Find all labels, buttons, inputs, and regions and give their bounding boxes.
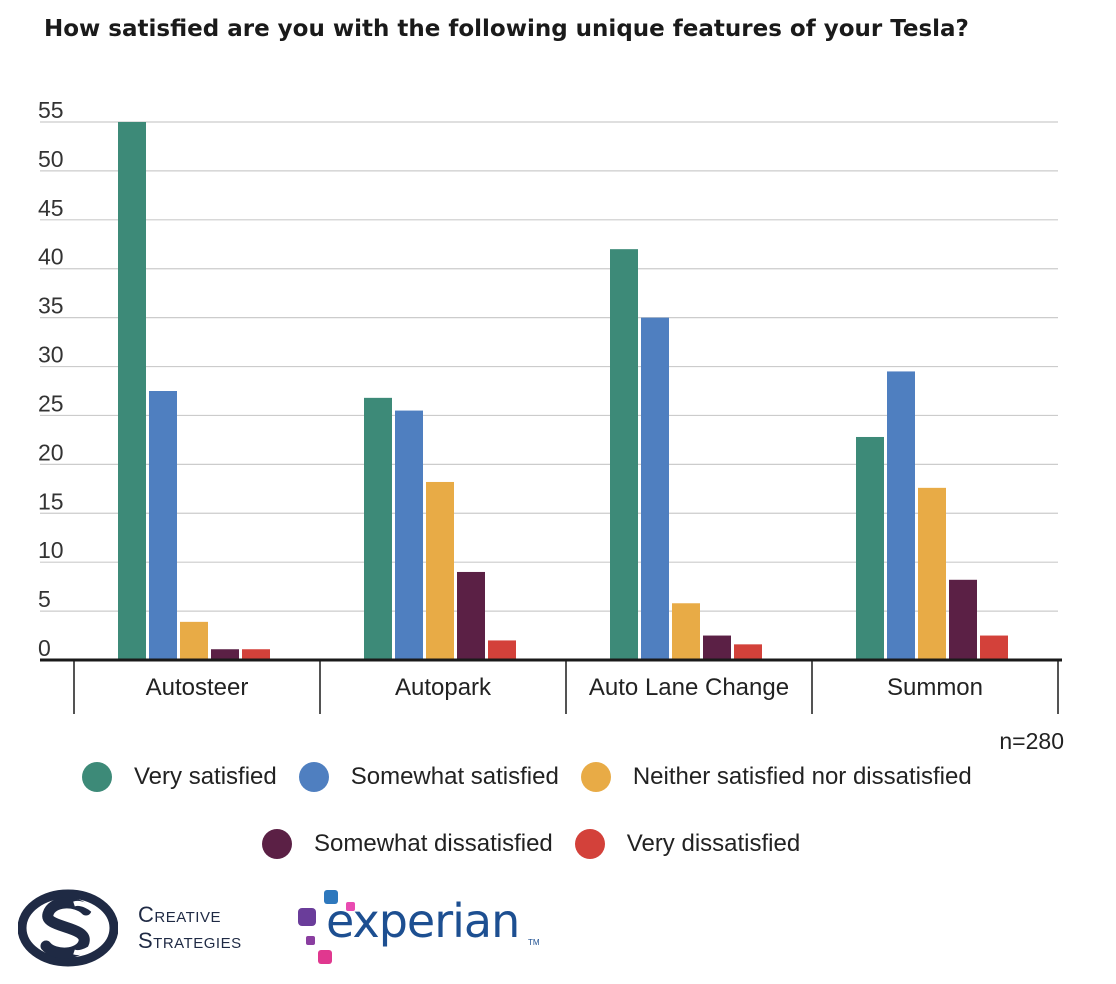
bar-autopark-neither-satisfied-nor-dissatisfied: [426, 481, 454, 660]
y-tick-label-20: 20: [38, 439, 64, 465]
bar-autopark-somewhat-dissatisfied: [457, 571, 485, 660]
legend-label-somewhat-dissatisfied: Somewhat dissatisfied: [314, 830, 553, 857]
legend-item-somewhat-dissatisfied: Somewhat dissatisfied: [262, 829, 553, 859]
legend-row-2: Somewhat dissatisfied Very dissatisfied: [262, 829, 822, 859]
bar-summon-somewhat-satisfied: [887, 371, 915, 660]
x-tick-label-summon: Summon: [887, 674, 983, 701]
creative-strategies-mark-icon: [18, 889, 118, 967]
creative-strategies-line1: Creative: [138, 902, 221, 927]
legend-dot-neither: [580, 762, 611, 792]
y-tick-label-40: 40: [38, 244, 64, 270]
x-tick-label-auto-lane-change: Auto Lane Change: [589, 674, 789, 701]
experian-wordmark: experian: [326, 894, 520, 948]
legend-item-somewhat-satisfied: Somewhat satisfied: [298, 762, 559, 792]
bar-summon-very-dissatisfied: [980, 635, 1008, 660]
bars: [118, 122, 1008, 660]
legend-label-very-satisfied: Very satisfied: [134, 763, 277, 790]
creative-strategies-line2: Strategies: [138, 928, 242, 953]
bar-autosteer-somewhat-satisfied: [149, 391, 177, 660]
experian-trademark: TM: [528, 938, 540, 947]
legend-item-very-dissatisfied: Very dissatisfied: [574, 829, 801, 859]
y-tick-label-15: 15: [38, 488, 64, 514]
legend-dot-somewhat-dissatisfied: [262, 829, 292, 859]
creative-strategies-wordmark: Creative Strategies: [138, 902, 242, 954]
legend-item-neither: Neither satisfied nor dissatisfied: [580, 762, 972, 792]
y-tick-label-45: 45: [38, 195, 64, 221]
bar-autosteer-somewhat-dissatisfied: [211, 649, 239, 660]
bar-summon-very-satisfied: [856, 436, 884, 660]
x-tick-label-autopark: Autopark: [395, 674, 492, 701]
creative-strategies-logo: Creative Strategies: [18, 888, 242, 968]
bar-autopark-somewhat-satisfied: [395, 410, 423, 660]
bar-autopark-very-satisfied: [364, 397, 392, 660]
bar-summon-neither-satisfied-nor-dissatisfied: [918, 487, 946, 660]
y-tick-label-35: 35: [38, 293, 64, 319]
bar-auto-lane-change-neither-satisfied-nor-dissatisfied: [672, 603, 700, 660]
legend-dot-very-satisfied: [82, 762, 112, 792]
y-tick-label-10: 10: [38, 537, 64, 563]
bar-auto-lane-change-very-satisfied: [610, 249, 638, 660]
legend-row-1: Very satisfied Somewhat satisfied Neithe…: [82, 762, 994, 792]
sample-size-note: n=280: [999, 728, 1064, 754]
legend-dot-somewhat-satisfied: [298, 762, 329, 792]
experian-dots-icon: [298, 890, 355, 964]
y-tick-label-50: 50: [38, 146, 64, 172]
bar-autosteer-very-dissatisfied: [242, 649, 270, 660]
legend-label-somewhat-satisfied: Somewhat satisfied: [350, 763, 559, 790]
bar-auto-lane-change-somewhat-dissatisfied: [703, 635, 731, 660]
x-tick-label-autosteer: Autosteer: [146, 674, 249, 701]
y-tick-label-5: 5: [38, 586, 51, 612]
bar-auto-lane-change-somewhat-satisfied: [641, 317, 669, 660]
legend-item-very-satisfied: Very satisfied: [82, 762, 277, 792]
legend-label-very-dissatisfied: Very dissatisfied: [626, 830, 801, 857]
y-axis-ticks: 0 5 10 15 20 25 30 35 40 45 50 55: [38, 97, 64, 661]
bar-chart: 0 5 10 15 20 25 30 35 40 45 50 55 Autosteer Autopark…: [38, 97, 1062, 714]
bar-autosteer-very-satisfied: [118, 122, 146, 660]
bar-summon-somewhat-dissatisfied: [949, 579, 977, 660]
bar-autopark-very-dissatisfied: [488, 640, 516, 660]
gridlines: [40, 121, 1058, 612]
bar-autosteer-neither-satisfied-nor-dissatisfied: [180, 621, 208, 660]
x-axis: Autosteer Autopark Auto Lane Change Summon: [40, 658, 1062, 714]
y-tick-label-30: 30: [38, 342, 64, 368]
chart-title: How satisfied are you with the following…: [44, 16, 969, 42]
legend-label-neither: Neither satisfied nor dissatisfied: [632, 763, 972, 790]
legend-dot-very-dissatisfied: [574, 829, 605, 859]
y-tick-label-55: 55: [38, 97, 64, 123]
bar-auto-lane-change-very-dissatisfied: [734, 644, 762, 660]
y-tick-label-0: 0: [38, 635, 51, 661]
y-tick-label-25: 25: [38, 390, 64, 416]
